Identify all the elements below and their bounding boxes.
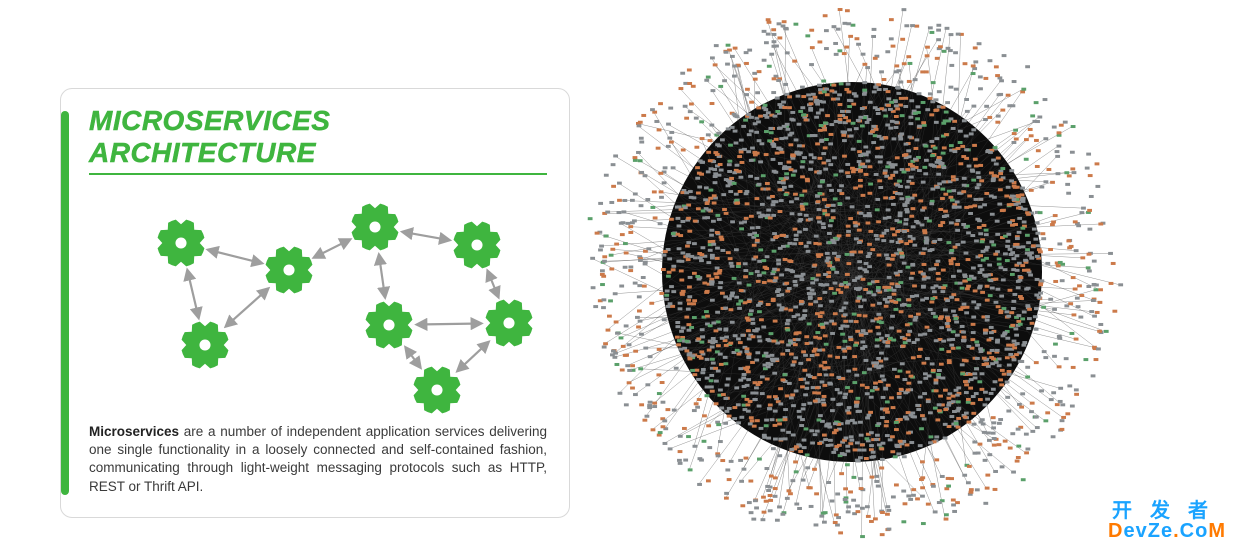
gear-icon	[157, 219, 205, 267]
gear-icon	[181, 321, 229, 369]
gear-diagram	[89, 185, 547, 415]
microservices-card: MICROSERVICES ARCHITECTURE Microservi	[60, 88, 570, 518]
watermark: 开发者 DevZe.CoM	[1108, 501, 1226, 541]
card-body-text: Microservices are a number of independen…	[89, 423, 547, 496]
network-svg	[580, 0, 1125, 545]
card-body-lead: Microservices	[89, 424, 179, 439]
gear-icon	[365, 301, 413, 349]
gear-icon	[485, 299, 533, 347]
gear-icon	[351, 203, 399, 251]
stage: MICROSERVICES ARCHITECTURE Microservi	[0, 0, 1234, 545]
card-title: MICROSERVICES ARCHITECTURE	[89, 105, 547, 169]
watermark-line2: DevZe.CoM	[1108, 521, 1226, 541]
dense-network-graph	[580, 0, 1125, 545]
watermark-line1: 开发者	[1108, 501, 1226, 521]
card-accent-bar	[61, 111, 69, 495]
gear-icon	[453, 221, 501, 269]
card-rule	[89, 173, 547, 175]
gear-icon	[413, 366, 461, 414]
gear-icon	[265, 246, 313, 294]
